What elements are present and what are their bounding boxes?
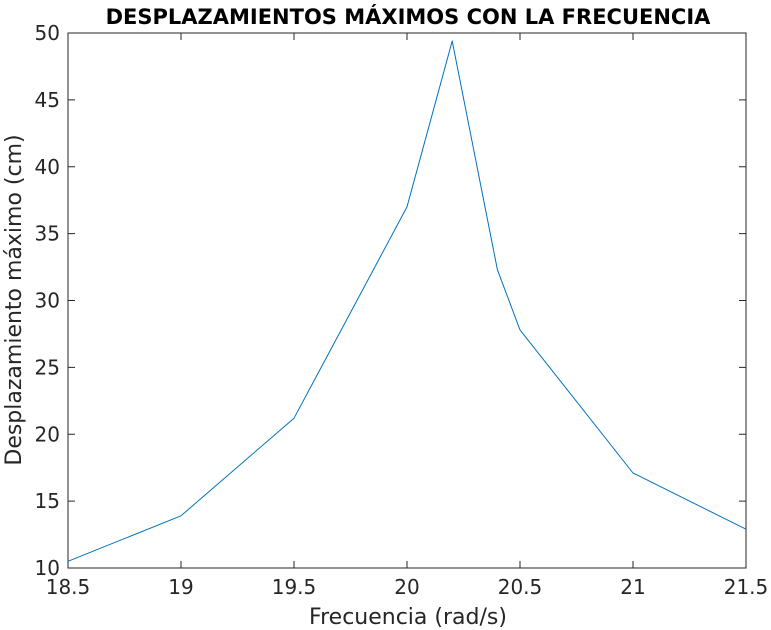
y-tick-label: 30 bbox=[35, 289, 60, 313]
plot-area bbox=[67, 32, 747, 569]
y-tick-label: 45 bbox=[35, 88, 60, 112]
chart-title: DESPLAZAMIENTOS MÁXIMOS CON LA FRECUENCI… bbox=[106, 4, 712, 29]
x-tick-label: 20 bbox=[394, 575, 419, 599]
x-axis-label: Frecuencia (rad/s) bbox=[309, 605, 507, 630]
x-tick-label: 19 bbox=[168, 575, 193, 599]
x-tick-label: 18.5 bbox=[46, 575, 91, 599]
x-tick-label: 19.5 bbox=[272, 575, 317, 599]
x-tick-label: 21.5 bbox=[724, 575, 769, 599]
y-tick-label: 50 bbox=[35, 21, 60, 45]
y-tick-label: 35 bbox=[35, 222, 60, 246]
y-tick-labels: 10 15 20 25 30 35 40 45 50 bbox=[35, 21, 60, 580]
series-line bbox=[67, 40, 747, 562]
x-tick-label: 21 bbox=[620, 575, 645, 599]
x-tick-label: 20.5 bbox=[498, 575, 543, 599]
y-tick-label: 10 bbox=[35, 556, 60, 580]
y-tick-label: 15 bbox=[35, 489, 60, 513]
series-lines bbox=[67, 40, 747, 562]
y-tick-label: 20 bbox=[35, 422, 60, 446]
y-axis-label: Desplazamiento máximo (cm) bbox=[2, 134, 27, 465]
axis-ticks bbox=[67, 32, 747, 569]
x-tick-labels: 18.5 19 19.5 20 20.5 21 21.5 bbox=[46, 575, 769, 599]
y-tick-label: 25 bbox=[35, 355, 60, 379]
y-tick-label: 40 bbox=[35, 155, 60, 179]
